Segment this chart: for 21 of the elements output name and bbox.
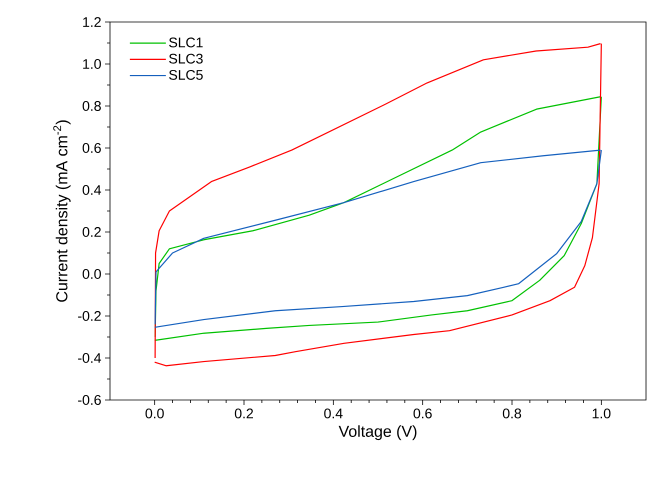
legend-label: SLC1	[169, 38, 203, 48]
x-tick-label: 0.2	[234, 408, 254, 418]
y-tick-label: 0.8	[82, 101, 101, 111]
y-tick-label: -0.6	[78, 395, 101, 405]
y-tick-label: -0.2	[78, 311, 101, 321]
y-tick-label: 1.0	[83, 59, 101, 69]
y-tick-label: 0.6	[82, 143, 101, 153]
y-tick-label: 0.0	[82, 269, 101, 279]
legend-label: SLC3	[169, 54, 203, 64]
legend-label: SLC5	[169, 70, 203, 80]
y-tick-label: 0.2	[82, 227, 101, 237]
y-tick-label: 1.2	[83, 17, 101, 27]
x-tick-label: 0.0	[146, 408, 164, 418]
y-axis-title: Current density (mA cm$^{-2}$)	[53, 120, 71, 302]
y-tick-label: 0.4	[82, 185, 102, 195]
x-axis-title: Voltage (V)	[338, 425, 416, 440]
x-tick-label: 0.4	[324, 408, 343, 418]
x-tick-label: 0.8	[502, 408, 522, 418]
x-tick-label: 0.6	[414, 408, 432, 418]
x-tick-label: 1.0	[592, 408, 610, 418]
y-tick-label: -0.4	[78, 353, 102, 363]
